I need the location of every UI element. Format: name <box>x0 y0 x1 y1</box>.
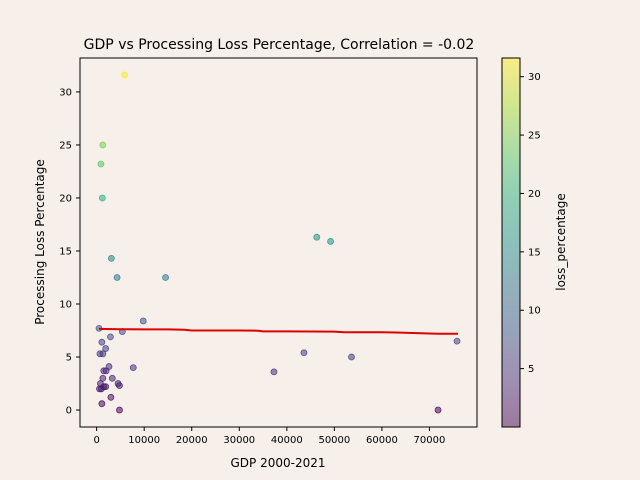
data-point <box>313 233 321 241</box>
y-tick-label: 20 <box>59 193 72 204</box>
plot-area <box>80 58 477 427</box>
colorbar-tick-label: 30 <box>528 72 541 83</box>
colorbar <box>502 58 520 427</box>
y-tick-label: 10 <box>59 300 72 311</box>
data-point <box>99 350 107 358</box>
y-axis-label: Processing Loss Percentage <box>33 159 47 325</box>
x-tick-label: 50000 <box>318 435 350 446</box>
x-axis-ticks: 0 10000 20000 30000 40000 50000 60000 70000 <box>93 427 445 446</box>
colorbar-ticks: 5 10 15 20 25 30 <box>520 72 541 375</box>
data-point <box>270 368 278 376</box>
data-points <box>95 71 461 414</box>
colorbar-tick-label: 10 <box>528 306 541 317</box>
data-point <box>107 393 115 401</box>
x-tick-label: 70000 <box>414 435 446 446</box>
data-point <box>98 338 106 346</box>
data-point <box>108 374 116 382</box>
data-point <box>116 382 123 390</box>
x-tick-label: 0 <box>93 435 99 446</box>
data-point <box>129 364 137 372</box>
data-point <box>121 71 129 79</box>
y-tick-label: 30 <box>59 87 72 98</box>
data-point <box>434 406 442 414</box>
data-point <box>99 141 107 149</box>
trend-line <box>98 327 458 335</box>
colorbar-frame <box>501 57 521 428</box>
colorbar-tick-label: 5 <box>528 364 534 375</box>
colorbar-label: loss_percentage <box>554 193 568 291</box>
x-tick-label: 40000 <box>271 435 303 446</box>
y-tick-label: 5 <box>66 353 72 364</box>
data-point <box>453 337 461 345</box>
data-point <box>97 385 105 393</box>
data-point <box>162 274 169 281</box>
data-point <box>98 400 106 408</box>
y-tick-label: 0 <box>66 406 72 417</box>
x-tick-label: 10000 <box>128 435 160 446</box>
data-point <box>97 160 105 168</box>
colorbar-tick-label: 20 <box>528 189 541 200</box>
x-axis-label: GDP 2000-2021 <box>231 456 326 470</box>
x-tick-label: 20000 <box>176 435 208 446</box>
data-point <box>300 349 308 357</box>
colorbar-tick-label: 15 <box>528 247 541 258</box>
y-tick-label: 15 <box>59 246 72 257</box>
data-point <box>116 406 123 414</box>
colorbar-tick-label: 25 <box>528 131 541 142</box>
data-point <box>139 317 147 325</box>
data-point <box>107 255 115 262</box>
data-point <box>113 274 121 281</box>
plot-frame <box>79 57 478 428</box>
data-point <box>102 345 110 352</box>
data-point <box>107 333 114 341</box>
data-point <box>327 238 334 245</box>
data-point <box>348 353 355 361</box>
x-tick-label: 60000 <box>366 435 398 446</box>
y-tick-label: 25 <box>59 140 72 151</box>
y-axis-ticks: 0 5 10 15 20 25 30 <box>59 87 80 417</box>
data-point <box>102 367 110 375</box>
chart-title: GDP vs Processing Loss Percentage, Corre… <box>84 37 475 53</box>
x-tick-label: 30000 <box>223 435 255 446</box>
data-point <box>98 194 106 202</box>
